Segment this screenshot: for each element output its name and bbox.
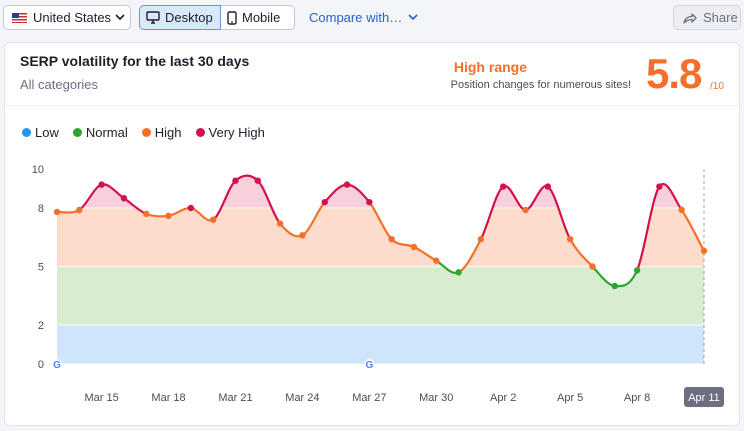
compare-label: Compare with… bbox=[309, 10, 403, 25]
data-point bbox=[209, 216, 217, 223]
share-button[interactable]: Share bbox=[673, 5, 741, 30]
above-curve-mask bbox=[57, 163, 704, 287]
desktop-label: Desktop bbox=[165, 10, 213, 25]
legend-dot bbox=[141, 128, 151, 137]
data-point bbox=[388, 236, 395, 243]
score-scale: /10 bbox=[710, 81, 724, 92]
data-point bbox=[254, 177, 261, 184]
data-point bbox=[433, 257, 440, 264]
data-point bbox=[120, 195, 128, 202]
x-tick-label: Apr 11 bbox=[688, 392, 720, 404]
data-point bbox=[611, 282, 618, 290]
data-point bbox=[232, 177, 239, 184]
band-normal bbox=[57, 266, 704, 325]
chevron-down-icon bbox=[115, 14, 125, 21]
share-arrow-icon bbox=[683, 12, 697, 24]
toolbar: United States Desktop Mobile Compare wit… bbox=[0, 0, 744, 36]
volatility-chart: 0 2 5 8 10 G G Mar 15 Mar 18 Mar 21 Mar 24 Mar 27 Ma… bbox=[32, 163, 724, 407]
data-point bbox=[299, 232, 306, 239]
x-tick-label: Mar 21 bbox=[218, 392, 252, 404]
range-description: Position changes for numerous sites! bbox=[450, 79, 631, 91]
legend-label: High bbox=[154, 125, 182, 140]
phone-icon bbox=[227, 10, 237, 25]
data-point bbox=[633, 267, 641, 274]
legend-item-normal[interactable]: Normal bbox=[72, 125, 128, 140]
card-title: SERP volatility for the last 30 days bbox=[20, 53, 250, 69]
share-label: Share bbox=[703, 10, 738, 25]
mobile-label: Mobile bbox=[242, 10, 281, 25]
data-point bbox=[678, 206, 685, 214]
data-point bbox=[477, 236, 485, 243]
x-tick-label: Apr 2 bbox=[490, 392, 516, 404]
data-point bbox=[165, 212, 172, 219]
data-point bbox=[544, 183, 552, 190]
legend-label: Normal bbox=[85, 125, 128, 140]
chart-legend: Low Normal High Very High bbox=[22, 125, 279, 140]
legend-item-high[interactable]: High bbox=[141, 125, 182, 140]
legend-item-very-high[interactable]: Very High bbox=[195, 125, 265, 140]
google-update-icon bbox=[364, 359, 375, 369]
us-flag-icon bbox=[12, 12, 27, 23]
y-tick-label: 8 bbox=[38, 203, 44, 215]
data-point bbox=[566, 236, 574, 243]
category-label: All categories bbox=[20, 77, 99, 92]
data-point bbox=[343, 181, 351, 188]
y-tick-label: 0 bbox=[38, 359, 44, 371]
country-selector[interactable]: United States bbox=[3, 5, 131, 30]
x-tick-label: Apr 8 bbox=[624, 392, 650, 404]
volatility-card: SERP volatility for the last 30 days All… bbox=[4, 42, 740, 426]
data-point bbox=[366, 198, 373, 206]
legend-label: Very High bbox=[208, 125, 265, 140]
chevron-down-icon bbox=[408, 14, 418, 21]
data-point bbox=[143, 210, 150, 218]
legend-item-low[interactable]: Low bbox=[22, 125, 59, 140]
google-marker-label: G bbox=[365, 360, 373, 371]
data-point bbox=[321, 198, 328, 206]
legend-dot bbox=[72, 128, 82, 137]
band-low bbox=[57, 325, 704, 364]
data-point bbox=[410, 243, 418, 251]
divider bbox=[5, 105, 739, 106]
x-tick-label: Apr 5 bbox=[557, 392, 583, 404]
range-label: High range bbox=[453, 59, 527, 75]
data-point bbox=[76, 206, 83, 214]
data-point bbox=[53, 208, 61, 216]
data-point bbox=[276, 220, 284, 227]
data-point bbox=[656, 183, 663, 190]
y-tick-label: 2 bbox=[38, 320, 44, 332]
legend-dot bbox=[195, 128, 205, 137]
y-tick-label: 5 bbox=[38, 262, 44, 274]
monitor-icon bbox=[146, 11, 160, 24]
x-tick-label: Mar 30 bbox=[419, 392, 453, 404]
x-tick-label: Mar 18 bbox=[151, 392, 185, 404]
country-label: United States bbox=[33, 10, 112, 25]
legend-label: Low bbox=[35, 125, 59, 140]
data-point bbox=[589, 263, 596, 270]
google-marker-label: G bbox=[53, 360, 61, 371]
google-update-icon bbox=[52, 359, 62, 369]
desktop-toggle[interactable]: Desktop bbox=[139, 5, 221, 30]
data-point bbox=[98, 181, 105, 188]
data-point bbox=[500, 183, 507, 190]
series-line-segment bbox=[635, 185, 661, 272]
data-point bbox=[455, 269, 462, 276]
legend-dot bbox=[22, 128, 31, 137]
x-tick-highlight bbox=[684, 387, 724, 407]
compare-dropdown[interactable]: Compare with… bbox=[309, 10, 418, 25]
data-point bbox=[700, 247, 708, 255]
data-point bbox=[522, 206, 529, 214]
y-tick-label: 10 bbox=[32, 164, 44, 176]
mobile-toggle[interactable]: Mobile bbox=[221, 5, 295, 30]
data-point bbox=[187, 204, 195, 212]
x-tick-label: Mar 27 bbox=[352, 392, 386, 404]
volatility-score: 5.8 bbox=[646, 50, 702, 97]
x-tick-label: Mar 24 bbox=[285, 392, 319, 404]
x-tick-label: Mar 15 bbox=[84, 392, 118, 404]
